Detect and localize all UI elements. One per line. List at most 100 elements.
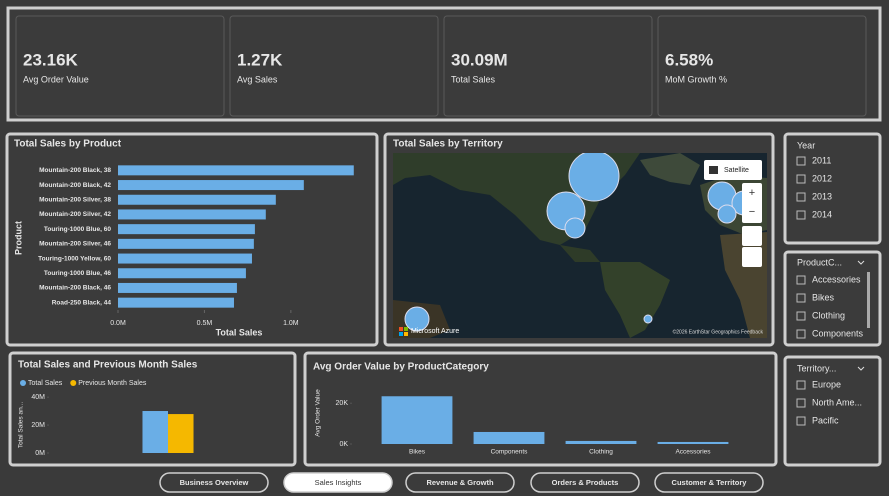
legend-label: Previous Month Sales	[78, 380, 147, 387]
bar	[118, 253, 252, 264]
panel	[8, 351, 297, 467]
tab[interactable]	[530, 472, 640, 493]
slicer-item: 2014	[812, 209, 832, 219]
map-bubble	[643, 314, 653, 324]
checkbox[interactable]	[796, 156, 806, 166]
y-tick-label: Mountain-200 Black, 46	[39, 285, 111, 292]
kpi-value: 30.09M	[451, 50, 508, 69]
y-axis-title: Total Sales an...	[18, 402, 25, 448]
bar	[118, 194, 276, 205]
y-tick-label: Mountain-200 Silver, 42	[39, 211, 111, 218]
bar	[142, 411, 168, 453]
kpi-value: 6.58%	[665, 50, 713, 69]
y-tick-label: Mountain-200 Silver, 46	[39, 241, 111, 248]
slicer-title: Territory...	[797, 363, 836, 373]
map-bubble	[707, 181, 737, 211]
slicer-title: Year	[797, 140, 815, 150]
zoom-control[interactable]	[742, 183, 762, 223]
kpi-card: 23.16K Avg Order Value	[15, 15, 225, 117]
slicer-item: Europe	[812, 379, 841, 389]
x-axis-title: Total Sales	[216, 327, 263, 337]
legend-label: Total Sales	[28, 380, 63, 387]
kpi-card: 1.27K Avg Sales	[229, 15, 439, 117]
kpi-label: Avg Sales	[237, 74, 278, 84]
y-tick-label: 0M	[35, 450, 45, 457]
bar	[381, 396, 453, 444]
bar	[118, 180, 304, 191]
bar	[473, 431, 545, 444]
y-axis-title: Avg Order Value	[315, 389, 322, 437]
kpi-value: 1.27K	[237, 50, 283, 69]
y-tick-label: 40M	[31, 394, 45, 401]
svg-text:+: +	[749, 187, 755, 199]
map-title: Total Sales by Territory	[393, 139, 503, 150]
slicer-item: North Ame...	[812, 397, 862, 407]
y-axis-title: Product	[13, 221, 23, 255]
x-tick-label: Components	[491, 449, 529, 456]
y-tick-label: Mountain-200 Black, 38	[39, 167, 111, 174]
x-tick-label: Clothing	[589, 449, 613, 456]
map-style-button[interactable]	[704, 160, 762, 180]
checkbox[interactable]	[796, 293, 806, 303]
chart-title: Total Sales by Product	[14, 139, 122, 150]
map-style-label: Satellite	[724, 167, 749, 174]
tab-label: Customer & Territory	[672, 478, 748, 487]
slicer-item: 2012	[812, 173, 832, 183]
bar	[118, 297, 234, 308]
map-bubble	[717, 204, 737, 224]
compass-control[interactable]	[742, 247, 762, 267]
x-tick-label: Accessories	[675, 449, 711, 456]
tab-label: Revenue & Growth	[426, 478, 494, 487]
y-tick-label: Mountain-200 Silver, 38	[39, 196, 111, 203]
checkbox[interactable]	[796, 174, 806, 184]
map-bubble	[568, 153, 620, 202]
slicer	[783, 132, 882, 245]
checkbox[interactable]	[796, 398, 806, 408]
bar	[168, 414, 194, 453]
bar	[118, 282, 237, 293]
kpi-card: 6.58% MoM Growth %	[657, 15, 867, 117]
map-bubble	[564, 217, 586, 239]
slicer	[783, 355, 882, 467]
y-tick-label: Touring-1000 Yellow, 60	[38, 255, 111, 262]
legend-marker	[20, 380, 26, 386]
tab[interactable]	[405, 472, 515, 493]
tab-label: Business Overview	[180, 478, 249, 487]
slicer-item: Components	[812, 328, 864, 338]
checkbox[interactable]	[796, 380, 806, 390]
slicer	[783, 250, 882, 347]
checkbox[interactable]	[796, 275, 806, 285]
slicer-item: Accessories	[812, 274, 861, 284]
slicer-item: 2011	[812, 155, 831, 165]
kpi-label: MoM Growth %	[665, 74, 727, 84]
checkbox[interactable]	[796, 416, 806, 426]
y-tick-label: 0K	[339, 441, 348, 448]
bar	[565, 440, 637, 444]
slicer-item: 2013	[812, 191, 832, 201]
checkbox[interactable]	[796, 311, 806, 321]
checkbox[interactable]	[796, 329, 806, 339]
slicer-title: ProductC...	[797, 257, 842, 267]
slicer-item: Bikes	[812, 292, 835, 302]
y-tick-label: 20M	[31, 422, 45, 429]
tab[interactable]	[159, 472, 269, 493]
x-tick-label: 0.5M	[197, 320, 213, 327]
bar	[118, 165, 354, 176]
bar	[657, 441, 729, 444]
map-copyright: ©2026 EarthStar Geographics Feedback	[673, 328, 764, 335]
svg-text:−: −	[749, 206, 755, 218]
checkbox[interactable]	[796, 210, 806, 220]
chart-title: Total Sales and Previous Month Sales	[18, 360, 198, 371]
bar	[118, 238, 254, 249]
tab-label: Sales Insights	[315, 478, 362, 487]
tab[interactable]	[283, 472, 393, 493]
bar	[118, 224, 255, 235]
x-tick-label: 1.0M	[283, 320, 299, 327]
y-tick-label: Touring-1000 Blue, 46	[44, 270, 111, 277]
checkbox[interactable]	[796, 192, 806, 202]
tilt-control[interactable]	[742, 226, 762, 246]
tab[interactable]	[654, 472, 764, 493]
x-tick-label: 0.0M	[110, 320, 126, 327]
y-tick-label: Touring-1000 Blue, 60	[44, 226, 111, 233]
x-tick-label: Bikes	[409, 449, 426, 456]
